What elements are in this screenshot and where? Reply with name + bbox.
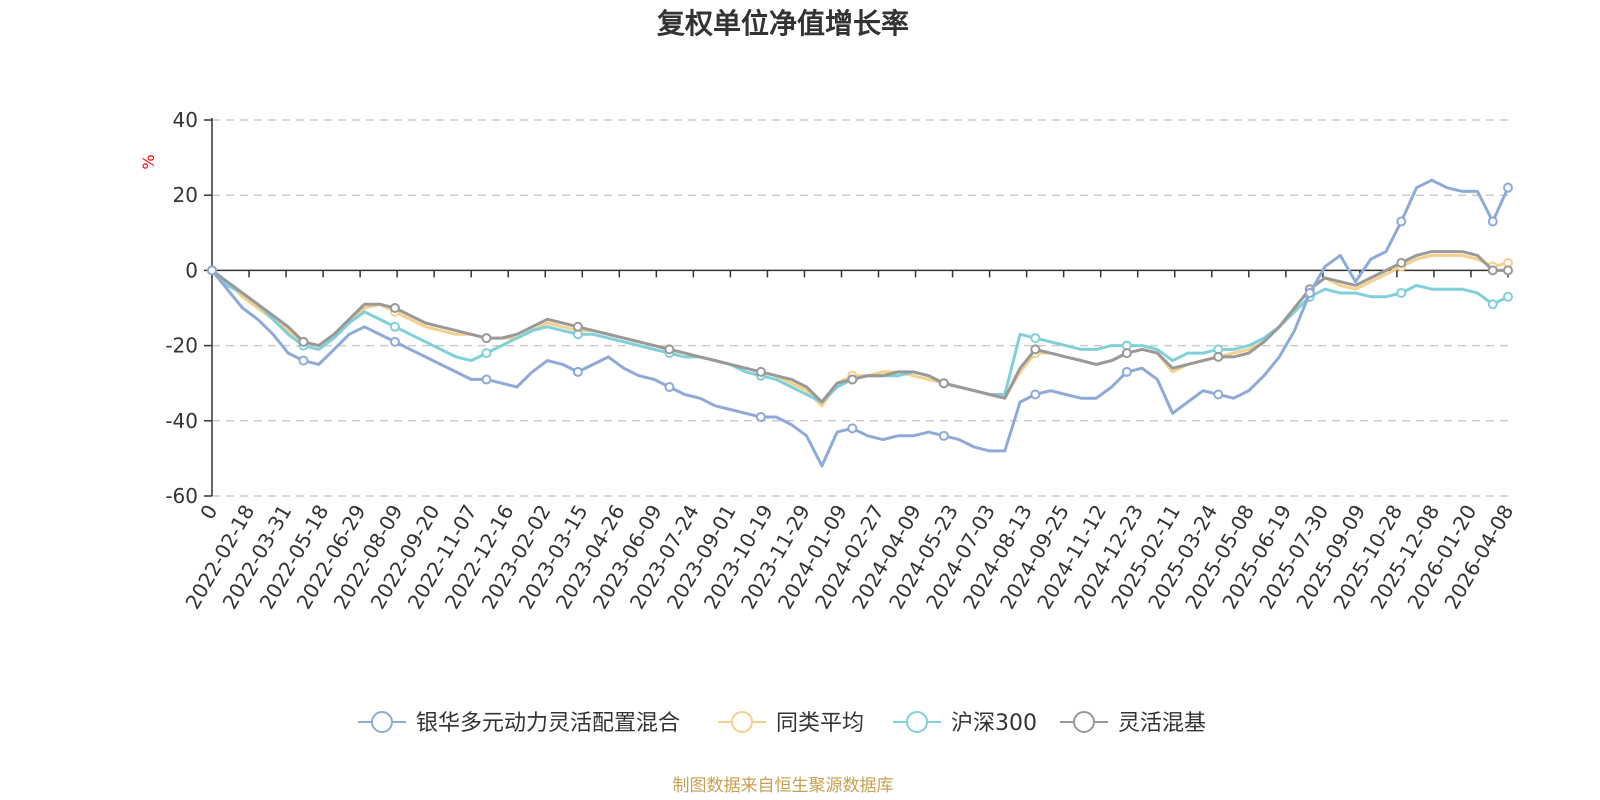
data-point: [1396, 257, 1407, 268]
series-line: [211, 250, 1508, 404]
legend-label: 沪深300: [951, 711, 1037, 736]
data-point: [207, 265, 217, 276]
data-point: [1030, 333, 1041, 344]
data-point: [481, 333, 492, 344]
data-point: [664, 344, 675, 355]
legend-label: 同类平均: [776, 711, 864, 736]
axes: [204, 118, 1509, 497]
source-note: 制图数据来自恒生聚源数据库: [673, 776, 894, 796]
data-point: [938, 378, 949, 389]
y-axis-unit: %: [139, 154, 158, 169]
legend-item[interactable]: 灵活混基: [1060, 711, 1206, 736]
data-point: [1030, 344, 1041, 355]
legend-swatch-circle: [731, 711, 753, 733]
legend-label: 银华多元动力灵活配置混合: [416, 711, 680, 736]
data-point: [1487, 299, 1498, 310]
data-point: [1503, 265, 1513, 276]
legend-item[interactable]: 银华多元动力灵活配置混合: [358, 711, 680, 736]
series-line: [210, 178, 1510, 468]
data-point: [298, 336, 309, 347]
data-point: [1487, 265, 1498, 276]
data-point: [1121, 348, 1132, 359]
data-point: [1396, 287, 1407, 298]
data-point: [755, 366, 766, 377]
chart-title: 复权单位净值增长率: [657, 7, 909, 40]
data-point: [1503, 291, 1513, 302]
series-0: [207, 178, 1513, 468]
series-lines: [207, 178, 1513, 468]
data-point: [389, 303, 400, 313]
x-tick-labels: 02022-02-182022-03-312022-05-182022-06-2…: [180, 501, 1518, 614]
series-line: [211, 253, 1509, 408]
data-point: [938, 430, 949, 441]
y-tick-label: 0: [185, 258, 198, 282]
data-point: [389, 321, 400, 332]
series-2: [207, 265, 1513, 404]
data-point: [572, 366, 583, 377]
data-point: [1304, 287, 1315, 298]
y-tick-labels: 40 20 0 -20 -40 -60: [165, 108, 198, 508]
data-point: [389, 336, 400, 347]
data-point: [1121, 366, 1132, 377]
data-point: [1396, 216, 1407, 227]
data-point: [664, 381, 675, 392]
legend-swatch-circle: [1073, 711, 1095, 733]
data-point: [847, 423, 858, 434]
data-point: [1030, 389, 1041, 400]
grid-lines: [212, 119, 1508, 497]
y-tick-label: -60: [165, 484, 198, 508]
series-3: [207, 250, 1513, 404]
data-point: [755, 412, 766, 423]
legend-label: 灵活混基: [1118, 711, 1206, 736]
x-tick-label: 0: [195, 501, 222, 524]
legend-item[interactable]: 沪深300: [893, 711, 1037, 736]
data-point: [1213, 389, 1224, 400]
data-point: [1487, 216, 1498, 227]
data-point: [481, 348, 492, 359]
data-point: [298, 355, 309, 366]
data-point: [481, 374, 492, 385]
legend-item[interactable]: 同类平均: [718, 711, 864, 736]
legend-swatch-circle: [371, 711, 393, 733]
y-tick-label: -40: [165, 409, 198, 433]
data-point: [572, 321, 583, 332]
legend[interactable]: 银华多元动力灵活配置混合 同类平均 沪深300 灵活混基: [358, 711, 1206, 736]
data-point: [1503, 182, 1513, 193]
y-tick-label: 20: [173, 183, 198, 207]
y-tick-label: -20: [165, 334, 198, 358]
data-point: [847, 374, 858, 385]
y-tick-label: 40: [173, 108, 198, 132]
legend-swatch-circle: [906, 711, 928, 733]
data-point: [1213, 351, 1224, 362]
